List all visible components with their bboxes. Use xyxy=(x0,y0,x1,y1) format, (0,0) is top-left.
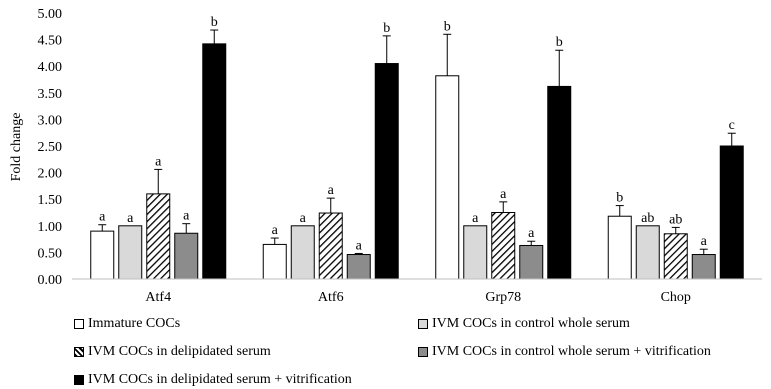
x-tick-label: Chop xyxy=(661,290,691,305)
y-axis-label: Fold change xyxy=(9,113,24,182)
bar xyxy=(607,215,632,280)
bar xyxy=(491,212,516,280)
y-tick-label: 0.50 xyxy=(38,246,63,261)
bar xyxy=(202,43,227,280)
bar xyxy=(463,225,488,280)
bar xyxy=(663,233,688,280)
bar xyxy=(691,254,716,280)
bar xyxy=(290,225,315,280)
bar xyxy=(519,244,544,280)
significance-letter: a xyxy=(528,226,535,241)
x-tick-label: Atf4 xyxy=(145,290,171,305)
bar xyxy=(118,225,143,280)
x-axis: Atf4 Atf6 Grp78 Chop xyxy=(72,278,762,305)
significance-letter: a xyxy=(127,211,134,226)
significance-letter: c xyxy=(729,118,735,133)
significance-letter: a xyxy=(272,223,279,238)
bar xyxy=(635,225,660,280)
significance-letter: a xyxy=(328,183,335,198)
y-tick-label: 1.50 xyxy=(38,193,63,208)
y-tick-label: 1.00 xyxy=(38,220,63,235)
significance-letter: a xyxy=(356,238,363,253)
significance-letter: b xyxy=(211,15,218,30)
y-tick-label: 4.00 xyxy=(38,60,63,75)
y-tick-label: 3.00 xyxy=(38,113,63,128)
y-axis: 0.00 0.50 1.00 1.50 2.00 2.50 3.00 3.50 4.00 4.50… xyxy=(38,7,63,288)
y-tick-label: 2.00 xyxy=(38,167,63,182)
y-tick-label: 3.50 xyxy=(38,87,63,102)
significance-letter: b xyxy=(444,19,451,34)
significance-letter: ab xyxy=(669,212,682,227)
significance-letter: a xyxy=(500,187,507,202)
significance-letter: b xyxy=(556,35,563,50)
y-tick-label: 0.00 xyxy=(38,273,63,288)
x-tick-label: Grp78 xyxy=(485,290,521,305)
significance-letter: a xyxy=(472,211,479,226)
bar xyxy=(374,63,399,280)
x-tick-label: Atf6 xyxy=(318,290,344,305)
significance-letter: a xyxy=(300,211,307,226)
y-tick-label: 2.50 xyxy=(38,140,63,155)
significance-letter: ab xyxy=(641,211,654,226)
y-tick-label: 4.50 xyxy=(38,34,63,49)
bar xyxy=(146,193,171,280)
y-tick-label: 5.00 xyxy=(38,7,63,22)
significance-letter: a xyxy=(701,234,708,249)
bar xyxy=(318,212,343,280)
bar xyxy=(346,254,371,280)
bar xyxy=(90,230,115,280)
bar xyxy=(547,85,572,280)
bar xyxy=(262,243,287,280)
significance-letter: a xyxy=(155,154,162,169)
bar xyxy=(435,75,460,280)
significance-letter: b xyxy=(383,21,390,36)
bar xyxy=(174,232,199,280)
significance-letter: a xyxy=(99,210,106,225)
significance-letter: b xyxy=(616,191,623,206)
bar xyxy=(719,145,744,280)
significance-letter: a xyxy=(183,209,190,224)
